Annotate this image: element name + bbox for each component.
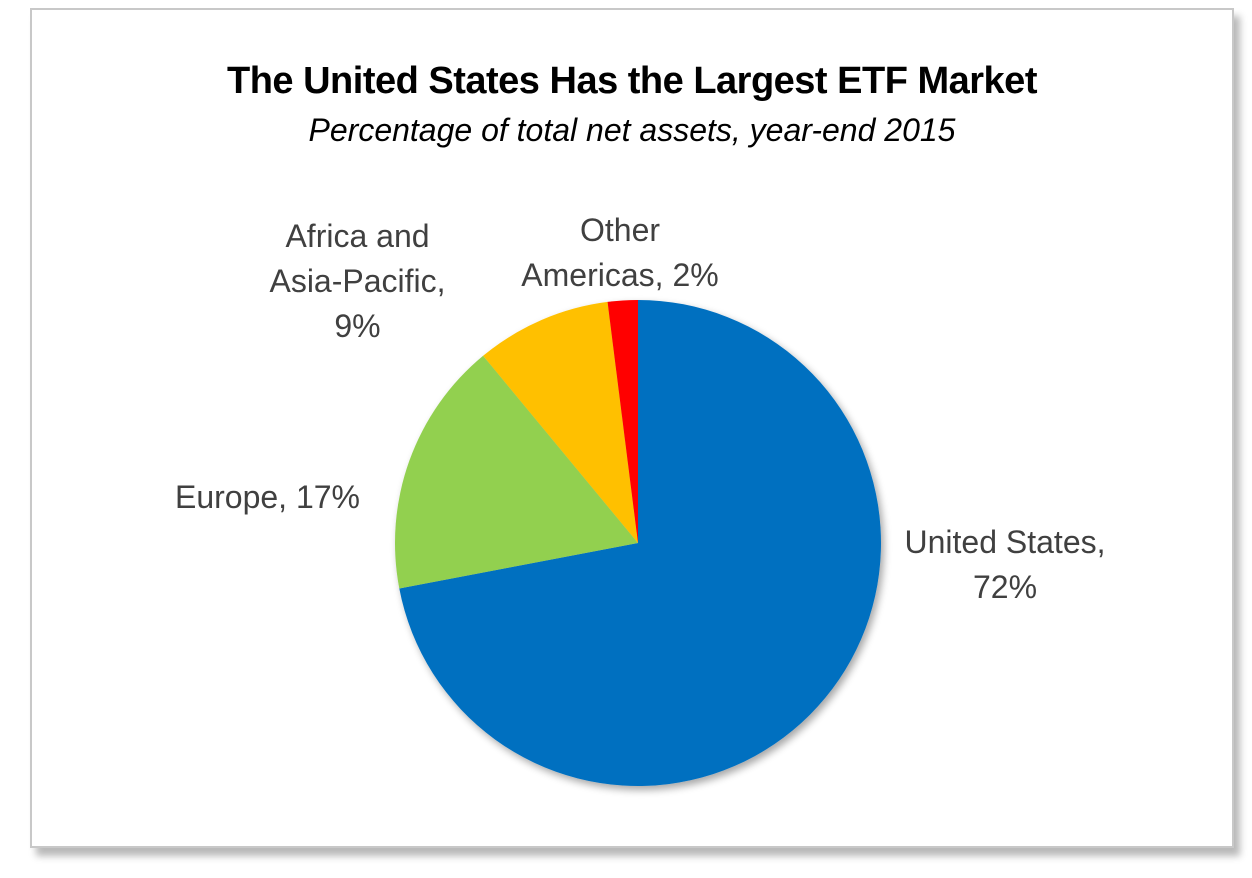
pie-slice-united-states bbox=[399, 300, 881, 786]
pie-slice-europe bbox=[394, 355, 638, 589]
slice-label-africa-asia-pacific: Africa and Asia-Pacific, 9% bbox=[240, 214, 475, 349]
slice-label-line: Africa and bbox=[285, 218, 430, 254]
slice-label-other-americas: Other Americas, 2% bbox=[500, 208, 740, 298]
chart-title: The United States Has the Largest ETF Ma… bbox=[227, 60, 1037, 102]
slice-label-line: Other bbox=[579, 212, 661, 248]
chart-subtitle: Percentage of total net assets, year-end… bbox=[308, 112, 956, 148]
slice-label-line: United States, bbox=[904, 524, 1106, 560]
pie-slice-other-americas bbox=[607, 300, 638, 543]
pie-slice-africa-and-asia-pacific bbox=[483, 301, 638, 543]
slice-label-united-states: United States, 72% bbox=[880, 520, 1130, 610]
slice-label-europe: Europe, 17% bbox=[150, 475, 385, 520]
slice-label-line: Europe, 17% bbox=[174, 479, 360, 515]
slice-label-line: Asia-Pacific, bbox=[269, 263, 446, 299]
slice-label-line: 72% bbox=[972, 569, 1038, 605]
slice-label-line: Americas, 2% bbox=[521, 257, 719, 293]
slice-label-line: 9% bbox=[334, 308, 381, 344]
